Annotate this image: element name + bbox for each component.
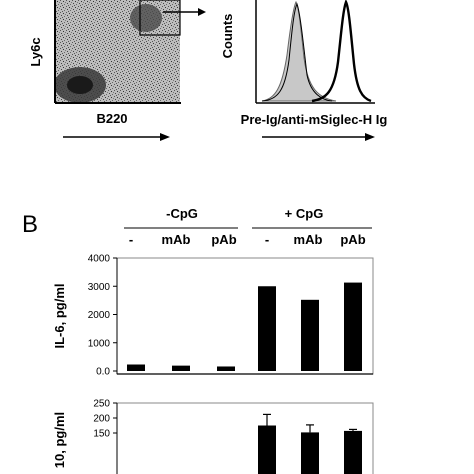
il6-bar [258, 286, 276, 371]
treatment-label: mAb [294, 232, 323, 247]
group-label-cpg: + CpG [285, 206, 324, 221]
il10-chart: 10, pg/ml 250 200 150 [52, 399, 374, 474]
treatment-label: - [129, 232, 133, 247]
treatment-label: pAb [211, 232, 236, 247]
il10-y-label: 10, pg/ml [52, 412, 67, 468]
il6-bars [127, 282, 362, 371]
il6-y-label: IL-6, pg/ml [52, 284, 67, 349]
il6-tick-label: 3000 [88, 282, 111, 293]
dotplot-upper-population [130, 4, 162, 32]
il6-bar [127, 364, 145, 371]
il6-ticks: 4000 3000 2000 1000 0.0 [88, 254, 117, 378]
dotplot-x-arrow-head [160, 133, 170, 141]
histogram-control-fill [261, 0, 337, 102]
il10-tick-label: 200 [93, 414, 110, 425]
histogram-x-label: Pre-Ig/anti-mSiglec-H Ig [241, 112, 388, 127]
il6-tick-label: 4000 [88, 254, 111, 265]
dotplot-dense-core [67, 76, 93, 94]
il10-bar [344, 430, 362, 474]
il6-bar [301, 299, 319, 371]
treatment-label: pAb [340, 232, 365, 247]
il6-bar [172, 365, 190, 371]
il6-plot-frame [116, 257, 374, 375]
dotplot-clear-right [181, 0, 211, 103]
histogram-panel: Counts Pre-Ig/anti-mSiglec-H Ig [220, 0, 387, 141]
il10-bar [258, 425, 276, 474]
il6-chart: IL-6, pg/ml 4000 3000 2000 1000 0.0 [52, 254, 374, 378]
il6-tick-label: 2000 [88, 310, 111, 321]
il6-bar [344, 282, 362, 371]
il10-tick-label: 250 [93, 399, 110, 410]
dotplot-panel: Ly6c B220 [28, 0, 211, 141]
dotplot-y-label: Ly6c [28, 37, 43, 66]
il10-bar [301, 432, 319, 474]
il6-tick-label: 0.0 [96, 367, 110, 378]
il6-tick-label: 1000 [88, 338, 111, 349]
histogram-thin-curve [261, 2, 333, 102]
histogram-x-arrow-head [365, 133, 375, 141]
panel-letter: B [22, 211, 38, 238]
il10-plot-frame [116, 402, 374, 474]
il10-tick-label: 150 [93, 429, 110, 440]
il10-bars [258, 413, 362, 474]
gate-box [139, 0, 181, 36]
group-label-no-cpg: -CpG [166, 206, 198, 221]
treatment-label: mAb [162, 232, 191, 247]
il6-bar [217, 366, 235, 371]
treatment-label: - [265, 232, 269, 247]
gate-arrow-head [198, 8, 206, 16]
il10-ticks: 250 200 150 [93, 399, 117, 440]
histogram-y-label: Counts [220, 14, 235, 59]
histogram-stained-curve [311, 0, 372, 103]
dotplot-x-label: B220 [96, 111, 127, 126]
panel-b-header: B -CpG + CpG - mAb pAb - mAb pAb [22, 206, 372, 247]
